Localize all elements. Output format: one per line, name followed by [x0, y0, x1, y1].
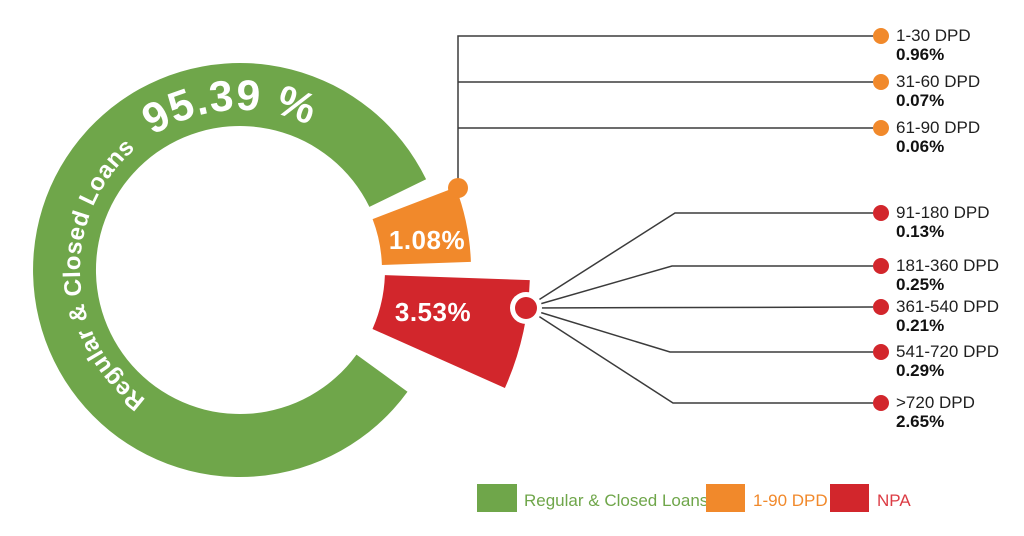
connector-dot-icon [873, 344, 889, 360]
segment-npa[interactable] [372, 275, 530, 388]
connector-dot-icon [873, 395, 889, 411]
legend-label: 1-90 DPD [753, 491, 828, 510]
callout-91-180-dpd: 91-180 DPD 0.13% [873, 203, 990, 241]
callout-gt-720-dpd: >720 DPD 2.65% [873, 393, 975, 431]
connector-line [525, 307, 873, 404]
callout-value: 0.06% [896, 137, 944, 156]
red-hub-dot-icon [515, 297, 537, 319]
callout-value: 0.96% [896, 45, 944, 64]
legend-swatch-red [830, 484, 869, 512]
connector-dot-icon [873, 205, 889, 221]
callout-label: 361-540 DPD [896, 297, 999, 316]
red-connector-lines [525, 212, 874, 404]
callout-label: >720 DPD [896, 393, 975, 412]
callout-361-540-dpd: 361-540 DPD 0.21% [873, 297, 999, 335]
orange-wedge-value: 1.08% [389, 225, 465, 255]
connector-line [525, 307, 873, 353]
callout-value: 2.65% [896, 412, 944, 431]
connector-dot-icon [873, 299, 889, 315]
legend: Regular & Closed Loans 1-90 DPD NPA [477, 484, 911, 512]
callout-label: 91-180 DPD [896, 203, 990, 222]
callout-value: 0.07% [896, 91, 944, 110]
connector-line [457, 35, 873, 188]
callout-181-360-dpd: 181-360 DPD 0.25% [873, 256, 999, 294]
legend-item-regular-closed-loans[interactable]: Regular & Closed Loans [477, 484, 708, 512]
connector-line [525, 212, 873, 309]
legend-label: NPA [877, 491, 911, 510]
orange-connector-lines [457, 35, 873, 188]
legend-swatch-green [477, 484, 517, 512]
legend-label: Regular & Closed Loans [524, 491, 708, 510]
callout-61-90-dpd: 61-90 DPD 0.06% [873, 118, 980, 156]
connector-line [525, 265, 873, 309]
callout-1-30-dpd: 1-30 DPD 0.96% [873, 26, 971, 64]
callout-31-60-dpd: 31-60 DPD 0.07% [873, 72, 980, 110]
legend-swatch-orange [706, 484, 745, 512]
connector-dot-icon [873, 258, 889, 274]
callout-label: 1-30 DPD [896, 26, 971, 45]
callout-label: 31-60 DPD [896, 72, 980, 91]
legend-item-1-90-dpd[interactable]: 1-90 DPD [706, 484, 828, 512]
segment-1-90-dpd[interactable] [372, 187, 471, 265]
callout-value: 0.25% [896, 275, 944, 294]
callout-541-720-dpd: 541-720 DPD 0.29% [873, 342, 999, 380]
connector-dot-icon [873, 74, 889, 90]
connector-dot-icon [873, 120, 889, 136]
legend-item-npa[interactable]: NPA [830, 484, 911, 512]
callout-value: 0.29% [896, 361, 944, 380]
callout-value: 0.13% [896, 222, 944, 241]
connector-line [525, 306, 874, 309]
segment-regular-closed-loans[interactable] [33, 63, 427, 478]
callout-label: 181-360 DPD [896, 256, 999, 275]
callout-label: 541-720 DPD [896, 342, 999, 361]
red-wedge-value: 3.53% [395, 297, 471, 327]
orange-hub-dot-icon [448, 178, 468, 198]
callout-value: 0.21% [896, 316, 944, 335]
callout-label: 61-90 DPD [896, 118, 980, 137]
connector-dot-icon [873, 28, 889, 44]
